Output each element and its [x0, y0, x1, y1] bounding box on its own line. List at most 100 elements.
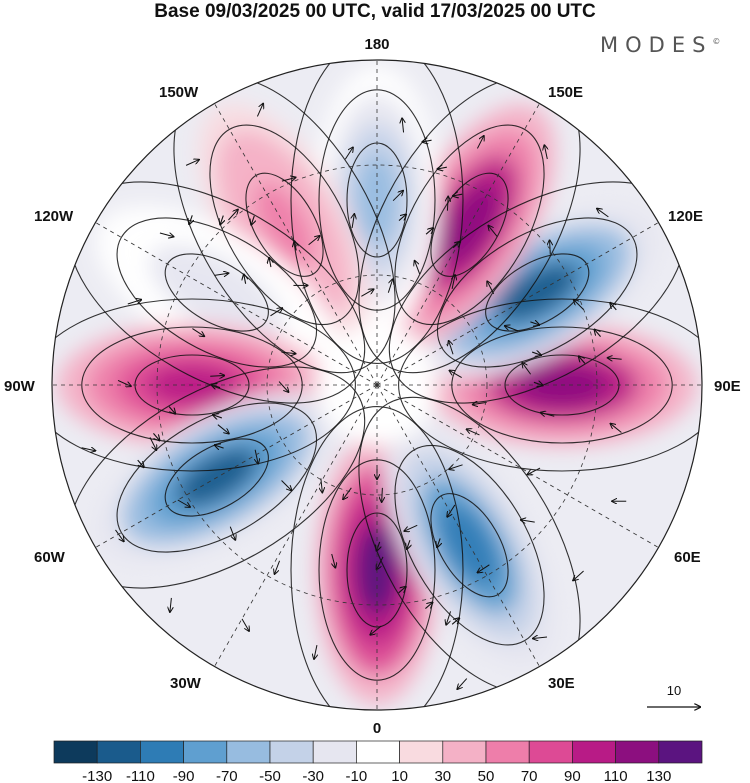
- streamline: [398, 298, 702, 472]
- lon-label-30e: 30E: [548, 675, 575, 692]
- flow-arrow: [544, 145, 547, 160]
- flow-arrow: [597, 209, 609, 218]
- flow-arrow: [404, 524, 418, 531]
- flow-arrow: [404, 539, 413, 549]
- flow-arrow: [478, 564, 490, 573]
- flow-arrow: [595, 330, 601, 337]
- colorbar-swatch: [96, 740, 141, 764]
- flow-arrow: [452, 275, 455, 289]
- colorbar-swatch: [399, 740, 444, 764]
- flow-arrow: [425, 228, 433, 235]
- map-boundary: [51, 59, 703, 711]
- flow-arrow: [228, 210, 237, 221]
- flow-arrow: [457, 678, 468, 689]
- flow-arrow: [153, 433, 159, 440]
- flow-arrow: [531, 349, 541, 358]
- colorbar-swatch: [356, 740, 400, 764]
- flow-arrow: [270, 308, 282, 317]
- flow-arrow: [217, 215, 226, 225]
- flow-arrow: [611, 424, 622, 433]
- meridian-line: [214, 103, 378, 386]
- flow-arrow: [241, 618, 249, 631]
- flow-arrow: [137, 459, 144, 467]
- colorbar-tick-label: 110: [604, 768, 628, 783]
- flow-arrow: [434, 538, 443, 547]
- colorbar-tick-label: -110: [126, 768, 155, 783]
- latitude-circle: [266, 274, 488, 496]
- flow-arrow: [211, 382, 221, 391]
- flow-arrow: [453, 191, 463, 200]
- flow-arrow: [505, 326, 519, 332]
- colorbar-tick-label: 130: [646, 768, 671, 783]
- flow-arrow: [192, 328, 204, 337]
- flow-arrow: [159, 233, 174, 237]
- flow-arrow: [149, 437, 156, 449]
- meridian-line: [376, 103, 540, 386]
- flow-arrow: [215, 442, 224, 451]
- colorbar-tick-label: 30: [434, 768, 451, 783]
- meridian-line: [376, 384, 540, 667]
- meridian-line: [95, 222, 378, 386]
- lon-label-60e: 60E: [674, 549, 701, 566]
- flow-arrow: [398, 587, 406, 594]
- flow-arrow: [450, 371, 462, 379]
- flow-arrow: [377, 556, 384, 569]
- colorbar-tick-label: 50: [478, 768, 495, 783]
- flow-arrow: [573, 570, 584, 580]
- lon-label-0: 0: [373, 720, 381, 737]
- streamline: [52, 298, 356, 472]
- colorbar-swatch: [572, 740, 616, 764]
- flow-arrow: [608, 358, 622, 359]
- flow-arrow: [240, 275, 249, 284]
- anomaly-field: [57, 65, 697, 705]
- flow-arrow: [533, 637, 548, 638]
- flow-arrow: [281, 480, 292, 490]
- flow-arrow: [210, 376, 224, 377]
- flow-arrow: [451, 618, 459, 625]
- flow-arrow: [487, 281, 495, 295]
- colorbar-tick-label: -10: [346, 768, 368, 783]
- meridian-line: [214, 384, 378, 667]
- flow-arrow: [387, 279, 392, 293]
- lon-label-90e: 90E: [714, 378, 741, 395]
- flow-arrow: [332, 553, 336, 568]
- colorbar-swatch: [183, 740, 228, 764]
- flow-arrow: [521, 520, 535, 522]
- flow-arrow: [291, 241, 300, 251]
- flow-arrow: [374, 541, 383, 551]
- flow-arrow: [530, 319, 539, 328]
- flow-arrow: [168, 406, 175, 414]
- flow-arrow: [447, 504, 456, 517]
- flow-arrow: [449, 464, 463, 469]
- flow-arrow: [281, 352, 296, 353]
- flow-arrow: [81, 448, 96, 451]
- colorbar-tick-label: 10: [391, 768, 408, 783]
- colorbar-swatch: [442, 740, 487, 764]
- lon-label-120e: 120E: [668, 208, 703, 225]
- flow-arrow: [522, 363, 532, 375]
- flow-arrow: [321, 478, 322, 492]
- streamline: [290, 60, 464, 364]
- colorbar-swatch: [269, 740, 314, 764]
- colorbar-swatch: [658, 740, 703, 764]
- flow-arrow: [370, 625, 382, 635]
- flow-arrow: [541, 413, 555, 417]
- flow-arrow: [278, 381, 288, 392]
- reference-vector-label: 10: [667, 683, 681, 698]
- flow-arrow: [281, 177, 296, 181]
- flow-arrow: [256, 104, 263, 117]
- colorbar-swatch: [312, 740, 357, 764]
- flow-arrow: [550, 240, 551, 255]
- colorbar-tick-label: 90: [564, 768, 581, 783]
- flow-arrow: [343, 487, 352, 499]
- flow-arrow: [488, 226, 498, 237]
- flow-arrow: [402, 118, 403, 133]
- flow-arrow: [127, 300, 141, 305]
- graticule: [52, 60, 702, 710]
- flow-arrow: [579, 356, 586, 364]
- flow-arrow: [476, 136, 483, 149]
- flow-arrow: [398, 215, 406, 221]
- flow-arrow: [473, 402, 487, 404]
- flow-arrow: [415, 261, 421, 275]
